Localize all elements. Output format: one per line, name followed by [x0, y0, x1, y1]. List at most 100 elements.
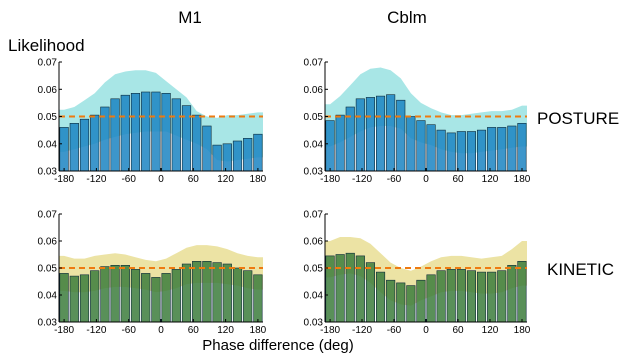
- x-tick-label: -60: [387, 174, 402, 185]
- bar: [141, 91, 151, 172]
- y-tick-label: 0.03: [304, 167, 324, 178]
- bar: [446, 132, 456, 172]
- bar: [416, 120, 426, 172]
- bar: [79, 118, 90, 172]
- bar: [345, 252, 355, 323]
- x-tick-label: 120: [482, 174, 499, 185]
- bar: [243, 270, 253, 323]
- bar: [517, 260, 527, 323]
- bar: [253, 274, 263, 323]
- bar: [507, 125, 517, 172]
- bar: [161, 93, 171, 172]
- bar: [507, 264, 517, 323]
- bar: [212, 262, 222, 323]
- bar: [79, 274, 90, 323]
- bar: [446, 269, 456, 323]
- x-tick-label: 60: [452, 325, 464, 336]
- y-tick-label: 0.05: [38, 264, 58, 275]
- y-axis-label: Likelihood: [8, 36, 85, 55]
- bar: [355, 98, 365, 172]
- bar: [130, 93, 141, 172]
- bar: [110, 98, 120, 172]
- confidence-band: [325, 67, 527, 154]
- bar: [192, 260, 202, 323]
- x-tick-label: 0: [158, 325, 164, 336]
- bar: [476, 271, 487, 323]
- bar: [232, 140, 243, 172]
- bar: [232, 267, 243, 323]
- x-tick-label: -180: [320, 174, 340, 185]
- y-tick-label: 0.06: [304, 237, 324, 248]
- y-tick-label: 0.07: [304, 58, 324, 69]
- bar: [517, 123, 527, 172]
- x-tick-label: 120: [217, 174, 234, 185]
- row-label-kinetic: KINETIC: [547, 260, 614, 279]
- y-tick-label: 0.05: [38, 112, 58, 123]
- row-label-posture: POSTURE: [537, 109, 619, 128]
- bar: [436, 129, 446, 172]
- x-tick-label: 0: [423, 325, 429, 336]
- x-tick-label: -60: [387, 325, 402, 336]
- bar: [487, 271, 497, 323]
- bar: [335, 114, 345, 172]
- y-tick-label: 0.05: [304, 112, 324, 123]
- bar: [181, 105, 192, 172]
- bar: [171, 269, 181, 323]
- y-tick-label: 0.04: [38, 291, 58, 302]
- panel-m1-kinetic: 0.03 0.04 0.05 0.06 0.07 -180 -120 -60 0 60 120 180: [38, 210, 267, 337]
- bar: [141, 273, 151, 323]
- bar: [110, 264, 120, 323]
- panel-cblm-posture: 0.03 0.04 0.05 0.06 0.07 -180 -120 -60 0 60 120 180: [304, 58, 531, 186]
- x-tick-label: -120: [352, 325, 372, 336]
- bar: [466, 131, 477, 172]
- bar: [90, 114, 100, 172]
- y-tick-label: 0.07: [38, 58, 58, 69]
- x-tick-label: 180: [514, 174, 531, 185]
- y-tick-label: 0.06: [38, 85, 58, 96]
- bar: [181, 263, 192, 323]
- x-tick-label: -180: [54, 325, 74, 336]
- y-tick-label: 0.07: [304, 210, 324, 221]
- bar: [161, 273, 171, 323]
- bar: [202, 125, 212, 172]
- bar: [222, 263, 232, 323]
- confidence-band: [325, 237, 527, 306]
- column-title-cblm: Cblm: [387, 8, 427, 27]
- bar: [202, 260, 212, 323]
- bar: [406, 285, 416, 323]
- bar: [335, 254, 345, 323]
- bar: [171, 98, 181, 172]
- chart-panels: 0.03 0.04 0.05 0.06 0.07 -180 -120 -60 0 60 120 180…: [38, 58, 531, 337]
- bar: [436, 270, 446, 323]
- y-tick-label: 0.03: [38, 167, 58, 178]
- bar: [192, 114, 202, 172]
- y-tick-label: 0.03: [38, 318, 58, 329]
- bar: [396, 99, 406, 172]
- bar: [253, 133, 263, 172]
- x-tick-label: -120: [86, 174, 106, 185]
- x-tick-label: -180: [54, 174, 74, 185]
- bar: [325, 120, 335, 172]
- x-tick-label: 180: [514, 325, 531, 336]
- x-tick-label: -180: [320, 325, 340, 336]
- bar: [59, 273, 69, 323]
- bar: [130, 269, 141, 323]
- panel-m1-posture: 0.03 0.04 0.05 0.06 0.07 -180 -120 -60 0 60 120 180: [38, 58, 267, 186]
- bar: [243, 138, 253, 172]
- bar: [386, 94, 396, 172]
- bar: [212, 144, 222, 172]
- bar: [120, 94, 130, 172]
- x-tick-label: -60: [121, 325, 136, 336]
- bar: [120, 264, 130, 323]
- x-tick-label: -120: [352, 174, 372, 185]
- x-tick-label: -120: [86, 325, 106, 336]
- bar: [426, 124, 436, 172]
- x-tick-label: 180: [250, 174, 267, 185]
- bar: [476, 129, 487, 172]
- bar: [69, 275, 79, 323]
- bar: [487, 127, 497, 172]
- bar: [151, 91, 161, 172]
- bar: [365, 97, 376, 172]
- x-tick-label: -60: [121, 174, 136, 185]
